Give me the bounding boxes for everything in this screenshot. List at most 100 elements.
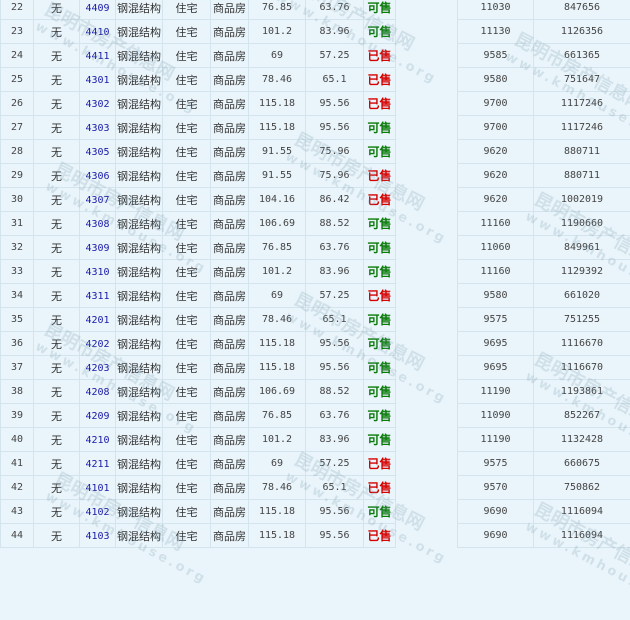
inner-area-cell: 57.25 xyxy=(306,44,364,68)
structure-cell: 钢混结构 xyxy=(116,44,163,68)
structure-cell: 钢混结构 xyxy=(116,356,163,380)
housing-type-cell: 商品房 xyxy=(211,476,249,500)
status-cell: 已售 xyxy=(364,68,396,92)
room-link[interactable]: 4305 xyxy=(85,147,109,158)
mark-cell: 无 xyxy=(34,188,80,212)
status-badge: 已售 xyxy=(367,481,391,495)
room-cell: 4309 xyxy=(80,236,116,260)
room-cell: 4211 xyxy=(80,452,116,476)
structure-cell: 钢混结构 xyxy=(116,524,163,548)
housing-type-cell: 商品房 xyxy=(211,332,249,356)
status-badge: 可售 xyxy=(367,433,391,447)
room-link[interactable]: 4411 xyxy=(85,51,109,62)
status-cell: 已售 xyxy=(364,524,396,548)
room-link[interactable]: 4306 xyxy=(85,171,109,182)
unit-price-cell: 9620 xyxy=(458,188,534,212)
row-number-cell: 31 xyxy=(1,212,34,236)
status-badge: 可售 xyxy=(367,385,391,399)
room-link[interactable]: 4302 xyxy=(85,99,109,110)
room-link[interactable]: 4308 xyxy=(85,219,109,230)
floor-area-cell: 101.2 xyxy=(249,428,306,452)
total-price-cell: 1116670 xyxy=(534,356,630,380)
mark-cell: 无 xyxy=(34,284,80,308)
unit-price-cell: 11030 xyxy=(458,0,534,20)
structure-cell: 钢混结构 xyxy=(116,308,163,332)
housing-type-cell: 商品房 xyxy=(211,260,249,284)
status-badge: 可售 xyxy=(367,1,391,15)
total-price-cell: 1002019 xyxy=(534,188,630,212)
housing-type-cell: 商品房 xyxy=(211,524,249,548)
floor-area-cell: 69 xyxy=(249,284,306,308)
row-number-cell: 34 xyxy=(1,284,34,308)
housing-type-cell: 商品房 xyxy=(211,404,249,428)
usage-cell: 住宅 xyxy=(163,404,211,428)
unit-price-cell: 9575 xyxy=(458,308,534,332)
usage-cell: 住宅 xyxy=(163,0,211,20)
housing-type-cell: 商品房 xyxy=(211,500,249,524)
room-link[interactable]: 4309 xyxy=(85,243,109,254)
usage-cell: 住宅 xyxy=(163,140,211,164)
room-link[interactable]: 4202 xyxy=(85,339,109,350)
inner-area-cell: 65.1 xyxy=(306,68,364,92)
room-link[interactable]: 4310 xyxy=(85,267,109,278)
room-link[interactable]: 4307 xyxy=(85,195,109,206)
unit-price-cell: 9620 xyxy=(458,140,534,164)
total-price-cell: 1117246 xyxy=(534,92,630,116)
total-price-cell: 852267 xyxy=(534,404,630,428)
floor-area-cell: 69 xyxy=(249,44,306,68)
room-link[interactable]: 4303 xyxy=(85,123,109,134)
row-number-cell: 22 xyxy=(1,0,34,20)
room-link[interactable]: 4409 xyxy=(85,3,109,14)
total-price-cell: 1126356 xyxy=(534,20,630,44)
row-number-cell: 23 xyxy=(1,20,34,44)
housing-type-cell: 商品房 xyxy=(211,188,249,212)
housing-type-cell: 商品房 xyxy=(211,20,249,44)
room-link[interactable]: 4311 xyxy=(85,291,109,302)
row-number-cell: 27 xyxy=(1,116,34,140)
total-price-cell: 660675 xyxy=(534,452,630,476)
housing-type-cell: 商品房 xyxy=(211,356,249,380)
room-cell: 4310 xyxy=(80,260,116,284)
room-link[interactable]: 4103 xyxy=(85,531,109,542)
status-cell: 已售 xyxy=(364,188,396,212)
status-badge: 已售 xyxy=(367,529,391,543)
row-number-cell: 44 xyxy=(1,524,34,548)
room-link[interactable]: 4211 xyxy=(85,459,109,470)
room-link[interactable]: 4208 xyxy=(85,387,109,398)
room-link[interactable]: 4410 xyxy=(85,27,109,38)
usage-cell: 住宅 xyxy=(163,116,211,140)
room-cell: 4306 xyxy=(80,164,116,188)
room-link[interactable]: 4201 xyxy=(85,315,109,326)
inner-area-cell: 95.56 xyxy=(306,92,364,116)
inner-area-cell: 83.96 xyxy=(306,260,364,284)
floor-area-cell: 78.46 xyxy=(249,476,306,500)
room-link[interactable]: 4101 xyxy=(85,483,109,494)
housing-type-cell: 商品房 xyxy=(211,92,249,116)
status-cell: 可售 xyxy=(364,20,396,44)
room-link[interactable]: 4210 xyxy=(85,435,109,446)
total-price-cell: 1190660 xyxy=(534,212,630,236)
room-link[interactable]: 4203 xyxy=(85,363,109,374)
total-price-cell: 1193861 xyxy=(534,380,630,404)
room-cell: 4103 xyxy=(80,524,116,548)
room-link[interactable]: 4301 xyxy=(85,75,109,86)
mark-cell: 无 xyxy=(34,380,80,404)
status-cell: 可售 xyxy=(364,428,396,452)
status-badge: 已售 xyxy=(367,193,391,207)
room-link[interactable]: 4102 xyxy=(85,507,109,518)
mark-cell: 无 xyxy=(34,356,80,380)
inner-area-cell: 95.56 xyxy=(306,116,364,140)
status-badge: 已售 xyxy=(367,49,391,63)
room-link[interactable]: 4209 xyxy=(85,411,109,422)
unit-price-cell: 9690 xyxy=(458,524,534,548)
row-number-cell: 25 xyxy=(1,68,34,92)
row-number-cell: 41 xyxy=(1,452,34,476)
floor-area-cell: 78.46 xyxy=(249,308,306,332)
housing-type-cell: 商品房 xyxy=(211,44,249,68)
